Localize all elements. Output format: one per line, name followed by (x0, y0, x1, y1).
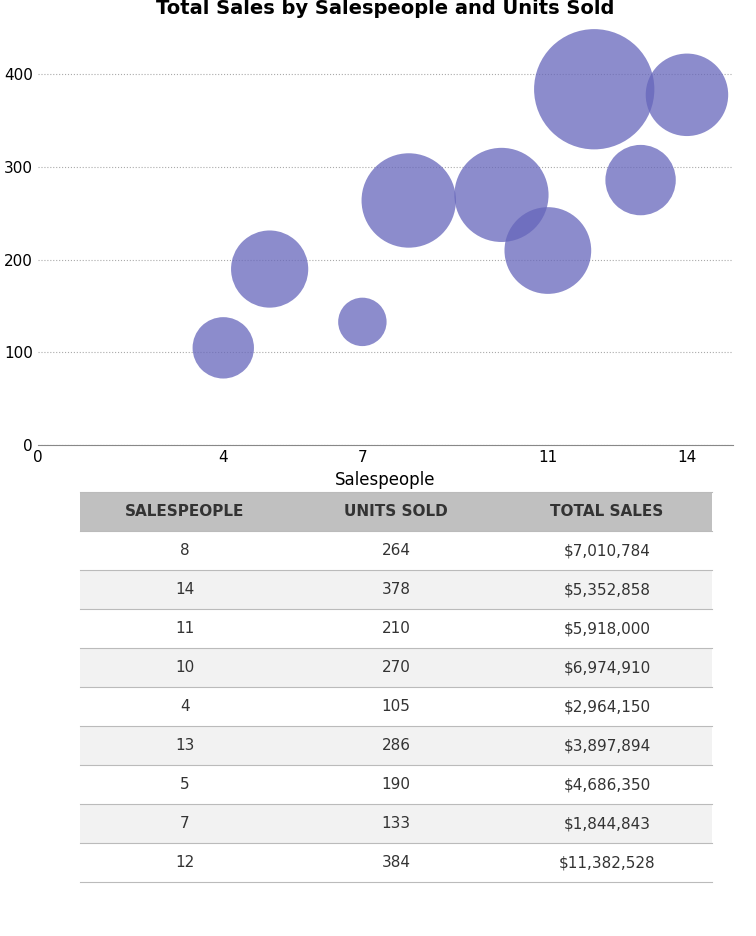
Bar (79, 649, 290, 687)
Text: $6,974,910: $6,974,910 (563, 661, 651, 676)
Point (403, 193, 415, 208)
Text: 384: 384 (382, 856, 411, 870)
Bar (501, 492, 712, 532)
Text: 270: 270 (382, 661, 411, 676)
Bar (501, 570, 712, 609)
Bar (290, 492, 501, 532)
Text: 5: 5 (180, 777, 190, 792)
Bar (290, 532, 501, 570)
Text: 11: 11 (175, 622, 194, 636)
Text: 13: 13 (175, 739, 195, 753)
Bar (79, 766, 290, 804)
Bar (501, 726, 712, 766)
Text: 210: 210 (382, 622, 411, 636)
Point (356, 314, 368, 329)
Text: 14: 14 (175, 582, 194, 597)
Text: 10: 10 (175, 661, 194, 676)
Bar (79, 687, 290, 726)
Bar (290, 843, 501, 883)
Point (681, 87, 693, 102)
Bar (290, 570, 501, 609)
Bar (79, 843, 290, 883)
Bar (79, 726, 290, 766)
Text: 8: 8 (180, 544, 190, 559)
Text: TOTAL SALES: TOTAL SALES (550, 505, 664, 519)
Text: 190: 190 (382, 777, 411, 792)
Text: 12: 12 (175, 856, 194, 870)
Bar (501, 532, 712, 570)
Bar (501, 649, 712, 687)
Point (588, 81, 600, 96)
Bar (290, 609, 501, 649)
Text: $4,686,350: $4,686,350 (563, 777, 651, 792)
Title: Bubble Chart:
Total Sales by Salespeople and Units Sold: Bubble Chart: Total Sales by Salespeople… (156, 0, 615, 18)
Bar (290, 649, 501, 687)
Text: $1,844,843: $1,844,843 (563, 816, 650, 831)
Point (217, 341, 229, 356)
Text: 264: 264 (382, 544, 411, 559)
Point (542, 243, 554, 258)
Bar (79, 570, 290, 609)
Text: $5,918,000: $5,918,000 (563, 622, 650, 636)
Point (495, 187, 507, 202)
Text: UNITS SOLD: UNITS SOLD (344, 505, 448, 519)
Text: 7: 7 (180, 816, 190, 831)
Text: $5,352,858: $5,352,858 (563, 582, 650, 597)
Text: 4: 4 (180, 699, 190, 714)
Bar (501, 687, 712, 726)
Bar (79, 492, 290, 532)
Text: 133: 133 (382, 816, 411, 831)
Point (264, 261, 276, 276)
Bar (501, 804, 712, 843)
Text: $7,010,784: $7,010,784 (563, 544, 650, 559)
Text: 105: 105 (382, 699, 411, 714)
Bar (290, 687, 501, 726)
Bar (501, 843, 712, 883)
Bar (290, 804, 501, 843)
Bar (501, 766, 712, 804)
Bar (79, 804, 290, 843)
Text: $2,964,150: $2,964,150 (563, 699, 650, 714)
Text: $11,382,528: $11,382,528 (559, 856, 655, 870)
Text: 286: 286 (382, 739, 411, 753)
Point (634, 172, 646, 187)
Bar (79, 609, 290, 649)
Text: $3,897,894: $3,897,894 (563, 739, 651, 753)
X-axis label: Salespeople: Salespeople (336, 471, 435, 489)
Bar (79, 532, 290, 570)
Bar (290, 766, 501, 804)
Bar (290, 726, 501, 766)
Text: 378: 378 (382, 582, 411, 597)
Text: SALESPEOPLE: SALESPEOPLE (125, 505, 245, 519)
Bar (501, 609, 712, 649)
